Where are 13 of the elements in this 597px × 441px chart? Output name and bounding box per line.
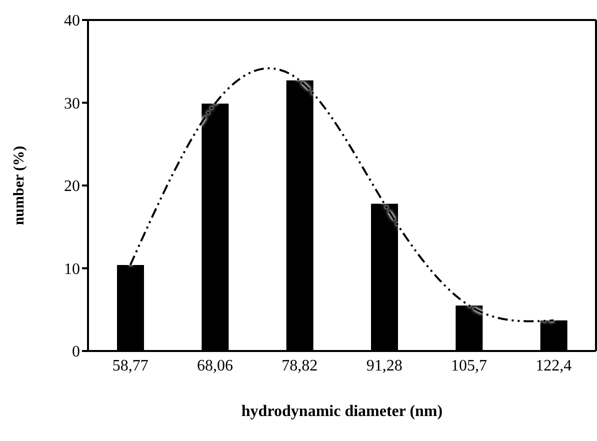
x-tick-label: 68,06: [197, 357, 233, 374]
x-tick-label: 58,77: [112, 357, 148, 374]
y-tick-label: 40: [64, 12, 80, 30]
x-tick-label: 78,82: [282, 357, 318, 374]
y-tick-label: 0: [72, 344, 80, 361]
x-tick-label: 105,7: [451, 357, 487, 374]
y-tick-label: 10: [64, 260, 80, 278]
x-tick-label: 91,28: [366, 357, 402, 374]
y-axis-title: number (%): [11, 146, 28, 226]
x-tick-label: 122,4: [536, 357, 572, 374]
y-tick-label: 20: [64, 178, 80, 196]
x-axis-title: hydrodynamic diameter (nm): [241, 403, 443, 420]
y-tick-label: 30: [64, 95, 80, 112]
